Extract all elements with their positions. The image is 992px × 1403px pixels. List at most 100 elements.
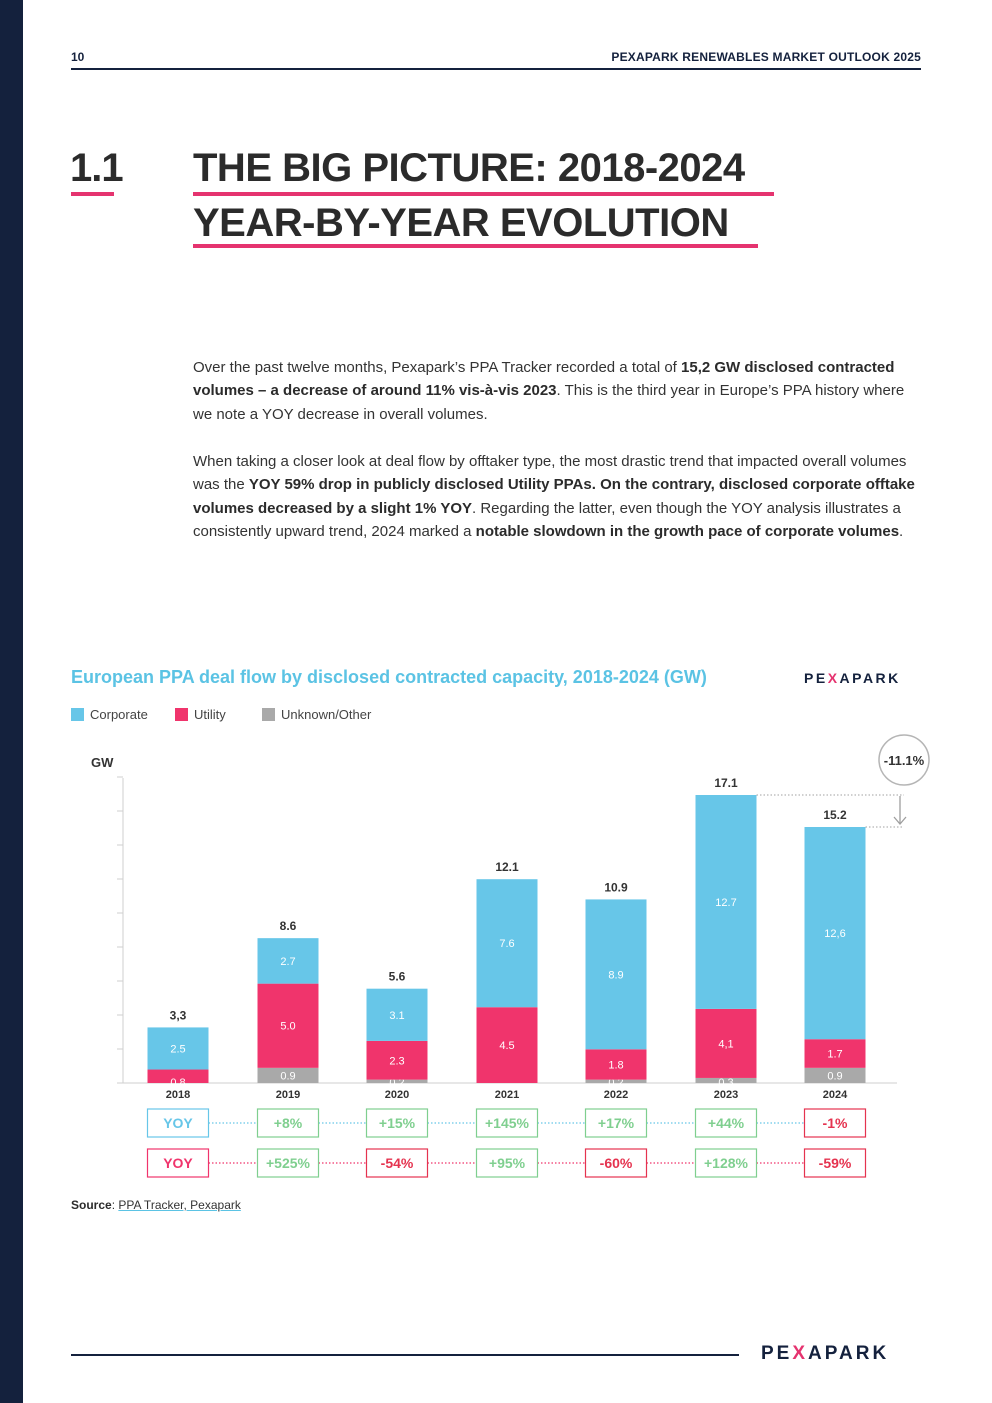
bar-segment-corporate	[366, 988, 428, 1041]
pexapark-footer-logo: PEXAPARK	[761, 1343, 890, 1364]
x-tick-label: 2021	[495, 1089, 519, 1101]
legend-item-other: Unknown/Other	[262, 707, 371, 722]
yoy-value: -1%	[823, 1115, 848, 1131]
paragraph-2: When taking a closer look at deal flow b…	[193, 450, 923, 543]
yoy-value: -60%	[600, 1155, 633, 1171]
legend-item-corporate: Corporate	[71, 707, 148, 722]
legend-swatch	[71, 708, 84, 721]
pexapark-logo: PEXAPARK	[804, 670, 901, 686]
chart-title: European PPA deal flow by disclosed cont…	[71, 667, 707, 687]
bar-segment-corporate	[257, 938, 319, 984]
bar-value-label: 1.8	[608, 1059, 623, 1071]
bar-value-label: 0.2	[389, 1077, 404, 1089]
page-number: 10	[71, 50, 85, 64]
bar-segment-corporate	[585, 899, 647, 1050]
yoy-value-box	[803, 1108, 867, 1138]
legend-swatch	[175, 708, 188, 721]
bar-value-label: 1.7	[827, 1049, 842, 1061]
yoy-value: -54%	[381, 1155, 414, 1171]
yoy-value-box	[584, 1148, 648, 1178]
section-title-underline1	[193, 192, 774, 196]
change-badge	[878, 734, 930, 786]
yoy-value-box	[365, 1148, 429, 1178]
x-tick-label: 2024	[823, 1089, 848, 1101]
change-badge-label: -11.1%	[884, 753, 925, 768]
x-tick-label: 2022	[604, 1089, 628, 1101]
bar-segment-unknown-other	[366, 1079, 428, 1083]
source-link[interactable]: PPA Tracker, Pexapark	[118, 1198, 241, 1212]
bar-segment-utility	[804, 1039, 866, 1068]
bar-segment-unknown-other	[695, 1077, 757, 1083]
legend-swatch	[262, 708, 275, 721]
p2-text: . Regarding the latter, even though the …	[193, 499, 901, 540]
bar-value-label: 2.3	[389, 1055, 404, 1067]
bar-value-label: 12.7	[715, 897, 736, 909]
bar-total-label: 3,3	[170, 1008, 187, 1022]
yoy-label-box	[146, 1108, 210, 1138]
down-arrow-icon	[893, 816, 907, 825]
x-tick-label: 2023	[714, 1089, 738, 1101]
bar-segment-utility	[257, 983, 319, 1068]
section-title-underline2	[193, 244, 758, 248]
yoy-value: +8%	[274, 1115, 303, 1131]
x-tick-label: 2018	[166, 1089, 190, 1101]
yoy-value: +44%	[708, 1115, 745, 1131]
running-title: PEXAPARK RENEWABLES MARKET OUTLOOK 2025	[611, 50, 921, 64]
p2-text: .	[899, 522, 904, 540]
bar-segment-utility	[476, 1007, 538, 1083]
bar-total-label: 12.1	[495, 860, 519, 874]
p2-bold: notable slowdown in the growth pace of c…	[475, 522, 900, 540]
yoy-value-box	[256, 1108, 320, 1138]
yoy-row-label: YOY	[163, 1115, 193, 1131]
bar-segment-corporate	[147, 1027, 209, 1070]
legend-item-utility: Utility	[175, 707, 226, 722]
p2-bold: YOY 59% drop in publicly disclosed Utili…	[193, 476, 915, 517]
bar-segment-corporate	[695, 795, 757, 1009]
bar-value-label: 7.6	[499, 938, 514, 950]
bar-value-label: 0.9	[280, 1070, 295, 1082]
bar-segment-unknown-other	[585, 1079, 647, 1083]
bar-value-label: 2.5	[170, 1043, 185, 1055]
yoy-value-box	[694, 1148, 758, 1178]
section-number: 1.1	[70, 146, 124, 190]
bar-total-label: 10.9	[604, 880, 628, 894]
bar-total-label: 8.6	[280, 919, 297, 933]
bar-segment-unknown-other	[257, 1067, 319, 1083]
yoy-label-box	[146, 1148, 210, 1178]
bar-value-label: 0.3	[718, 1077, 733, 1089]
yoy-value-box	[475, 1108, 539, 1138]
bar-segment-corporate	[804, 827, 866, 1040]
bar-segment-utility	[695, 1008, 757, 1078]
bar-value-label: 2.7	[280, 956, 295, 968]
yoy-value-box	[365, 1108, 429, 1138]
bar-value-label: 4,1	[718, 1038, 733, 1050]
source-note: Source: PPA Tracker, Pexapark	[71, 1198, 241, 1212]
bar-value-label: 8.9	[608, 969, 623, 981]
bar-segment-utility	[366, 1040, 428, 1080]
p1-bold: 15,2 GW disclosed contracted volumes – a…	[193, 359, 895, 400]
bar-total-label: 5.6	[389, 970, 406, 984]
bar-segment-utility	[147, 1069, 209, 1083]
yoy-value-box	[475, 1148, 539, 1178]
p1-text: Over the past twelve months, Pexapark’s …	[193, 359, 682, 376]
p1-text: . This is the third year in Europe’s PPA…	[193, 382, 905, 423]
yoy-row-label: YOY	[163, 1155, 193, 1171]
yoy-value-box	[803, 1148, 867, 1178]
footer-rule	[71, 1354, 739, 1356]
bar-value-label: 0.9	[827, 1070, 842, 1082]
bar-segment-unknown-other	[804, 1067, 866, 1083]
bar-value-label: 5.0	[280, 1021, 295, 1033]
p2-text: When taking a closer look at deal flow b…	[193, 453, 907, 494]
x-tick-label: 2020	[385, 1089, 409, 1101]
bar-total-label: 17.1	[714, 776, 738, 790]
bar-total-label: 15.2	[823, 808, 847, 822]
side-bar	[0, 0, 23, 1403]
bar-value-label: 3.1	[389, 1010, 404, 1022]
yoy-value: +525%	[266, 1155, 311, 1171]
x-tick-label: 2019	[276, 1089, 300, 1101]
paragraph-1: Over the past twelve months, Pexapark’s …	[193, 356, 923, 426]
bar-value-label: 0.8	[170, 1077, 185, 1089]
yoy-value-box	[256, 1148, 320, 1178]
yoy-value: +145%	[485, 1115, 530, 1131]
